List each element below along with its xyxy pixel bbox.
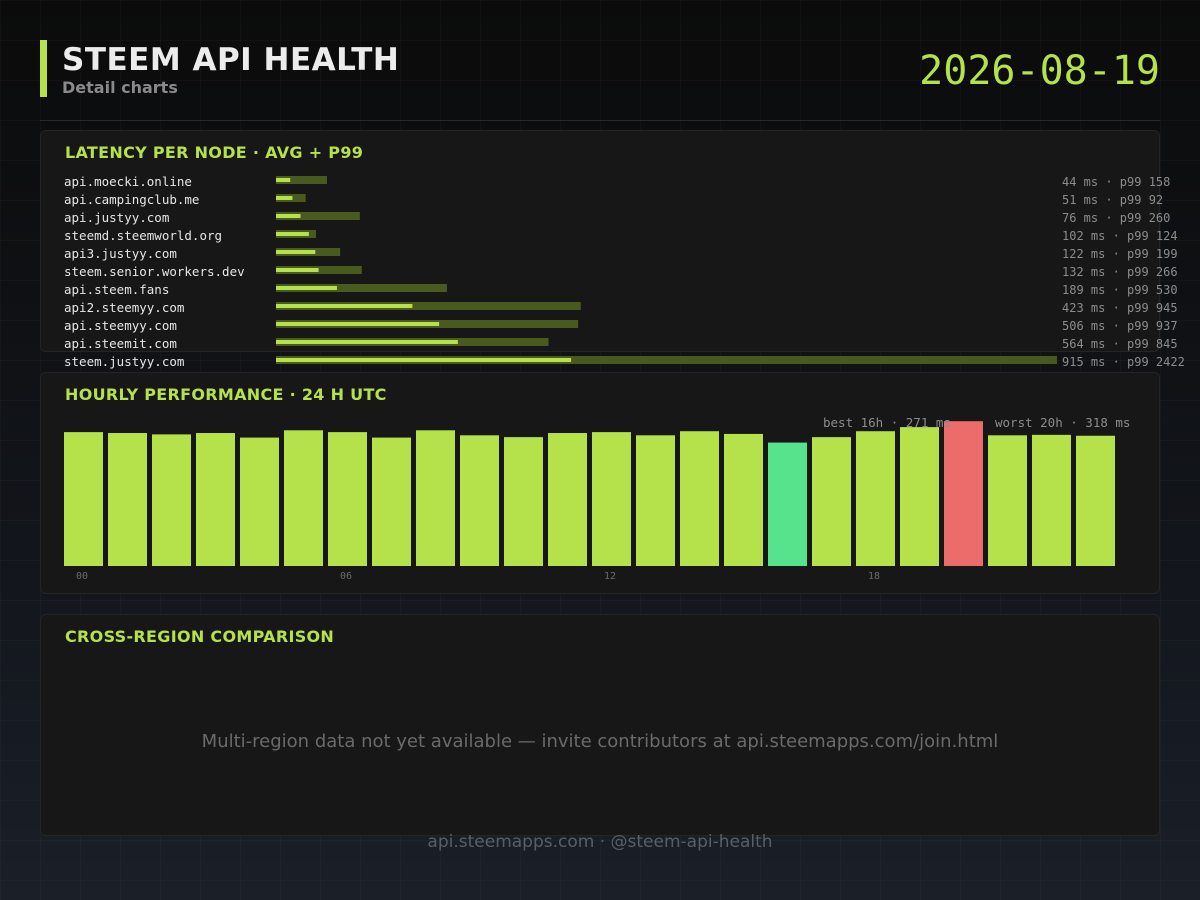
page-subtitle: Detail charts xyxy=(62,78,178,97)
node-label: steem.justyy.com xyxy=(64,354,184,369)
header-divider xyxy=(40,120,1160,121)
node-label: api.steemyy.com xyxy=(64,318,177,333)
hourly-bar-14 xyxy=(680,431,719,566)
avg-bar xyxy=(276,250,316,254)
hourly-bar-21 xyxy=(988,435,1027,566)
hourly-bar-15 xyxy=(724,433,763,566)
hourly-bar-19 xyxy=(900,427,939,566)
hourly-bar-17 xyxy=(812,437,851,566)
hour-tick-label: 12 xyxy=(604,571,616,582)
hourly-bar-18 xyxy=(856,431,895,566)
hourly-bar-16 xyxy=(768,442,807,566)
p99-bar xyxy=(276,302,581,310)
avg-bar xyxy=(276,232,309,236)
hourly-bar-12 xyxy=(592,432,631,566)
avg-bar xyxy=(276,358,572,362)
node-label: steem.senior.workers.dev xyxy=(64,264,245,279)
avg-bar xyxy=(276,178,291,182)
node-label: api3.justyy.com xyxy=(64,246,177,261)
latency-value-label: 506 ms · p99 937 xyxy=(1062,319,1178,333)
hourly-bar-20 xyxy=(944,421,983,566)
latency-value-label: 76 ms · p99 260 xyxy=(1062,211,1170,225)
avg-bar xyxy=(276,196,293,200)
latency-value-label: 122 ms · p99 199 xyxy=(1062,247,1178,261)
node-label: api.justyy.com xyxy=(64,210,169,225)
page-title: STEEM API HEALTH xyxy=(62,42,400,78)
node-label: api.campingclub.me xyxy=(64,192,199,207)
hour-tick-label: 00 xyxy=(76,571,88,582)
node-label: api.steemit.com xyxy=(64,336,177,351)
cross-region-panel-title: CROSS-REGION COMPARISON xyxy=(65,627,335,646)
latency-panel: LATENCY PER NODE · AVG + P99 xyxy=(40,130,1160,352)
hourly-bar-13 xyxy=(636,435,675,566)
hourly-bar-10 xyxy=(504,437,543,566)
p99-bar xyxy=(276,266,362,274)
cross-region-empty-message: Multi-region data not yet available — in… xyxy=(201,731,999,752)
footer-text: api.steemapps.com · @steem-api-health xyxy=(427,832,773,852)
hourly-bar-04 xyxy=(240,437,279,566)
report-date: 2026-08-19 xyxy=(919,48,1160,94)
node-label: api.moecki.online xyxy=(64,174,192,189)
hourly-bar-09 xyxy=(460,435,499,566)
latency-value-label: 132 ms · p99 266 xyxy=(1062,265,1178,279)
p99-bar xyxy=(276,176,327,184)
latency-value-label: 564 ms · p99 845 xyxy=(1062,337,1178,351)
title-accent-bar xyxy=(40,40,47,97)
latency-value-label: 423 ms · p99 945 xyxy=(1062,301,1178,315)
hourly-panel-title: HOURLY PERFORMANCE · 24 H UTC xyxy=(65,385,387,404)
hourly-bar-02 xyxy=(152,434,191,566)
p99-bar xyxy=(276,284,447,292)
latency-value-label: 189 ms · p99 530 xyxy=(1062,283,1178,297)
hourly-bar-03 xyxy=(196,433,235,566)
latency-value-label: 102 ms · p99 124 xyxy=(1062,229,1178,243)
cross-region-panel: CROSS-REGION COMPARISON Multi-region dat… xyxy=(40,614,1160,836)
hourly-bar-11 xyxy=(548,433,587,566)
p99-bar xyxy=(276,356,1057,364)
worst-hour-label: worst 20h · 318 ms xyxy=(995,415,1130,430)
hourly-bar-22 xyxy=(1032,434,1071,566)
hourly-bar-00 xyxy=(64,432,103,566)
hourly-chart: 00 06 12 18 best 16h · 271 ms worst 20h · 318… xyxy=(64,415,1130,582)
node-label: api2.steemyy.com xyxy=(64,300,184,315)
best-hour-label: best 16h · 271 ms xyxy=(823,415,951,430)
avg-bar xyxy=(276,286,337,290)
node-label: api.steem.fans xyxy=(64,282,169,297)
latency-value-label: 44 ms · p99 158 xyxy=(1062,175,1170,189)
hourly-bar-08 xyxy=(416,430,455,566)
hourly-bar-07 xyxy=(372,437,411,566)
latency-value-label: 915 ms · p99 2422 xyxy=(1062,355,1185,369)
node-label: steemd.steemworld.org xyxy=(64,228,222,243)
hourly-bar-06 xyxy=(328,432,367,566)
latency-chart: api.moecki.online 44 ms · p99 158 api.camp… xyxy=(64,174,1185,369)
latency-value-label: 51 ms · p99 92 xyxy=(1062,193,1163,207)
hourly-bar-01 xyxy=(108,433,147,566)
hourly-bar-23 xyxy=(1076,435,1115,566)
latency-panel-title: LATENCY PER NODE · AVG + P99 xyxy=(65,143,364,162)
avg-bar xyxy=(276,322,440,326)
avg-bar xyxy=(276,304,413,308)
avg-bar xyxy=(276,214,301,218)
avg-bar xyxy=(276,340,458,344)
hourly-bar-05 xyxy=(284,430,323,566)
hour-tick-label: 06 xyxy=(340,571,352,582)
p99-bar xyxy=(276,212,360,220)
avg-bar xyxy=(276,268,319,272)
hour-tick-label: 18 xyxy=(868,571,880,582)
